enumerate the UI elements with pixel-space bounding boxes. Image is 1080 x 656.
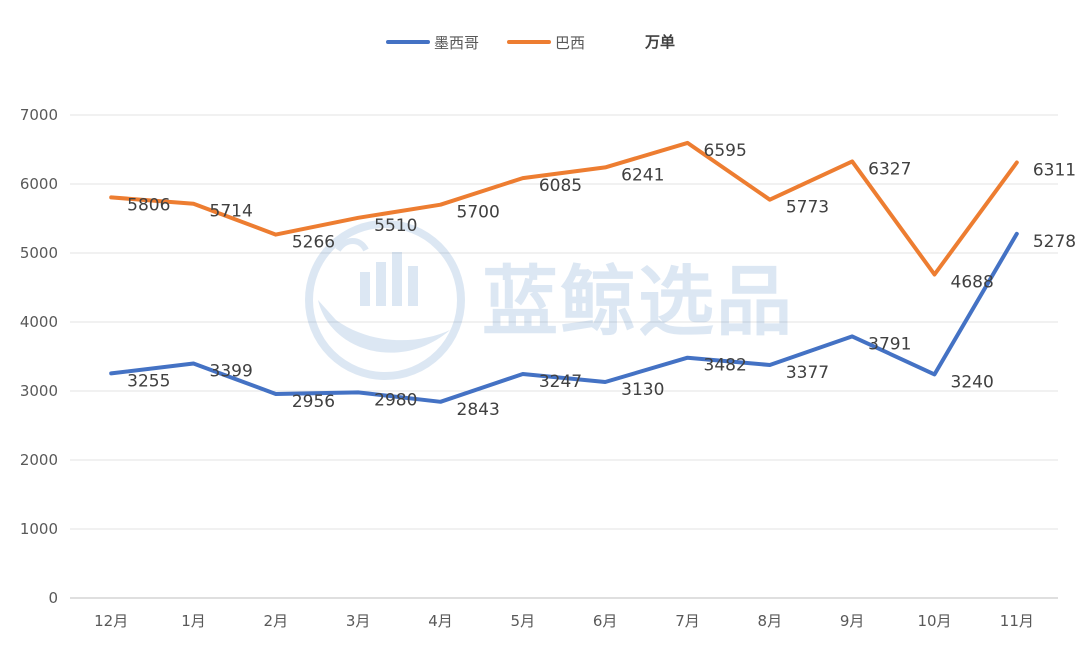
data-label: 6085 — [539, 176, 582, 196]
x-tick-label: 8月 — [758, 612, 783, 630]
x-tick-label: 4月 — [428, 612, 453, 630]
data-label: 6595 — [704, 141, 747, 161]
y-tick-label: 5000 — [20, 244, 58, 262]
data-label: 3240 — [951, 372, 994, 392]
data-label: 2843 — [457, 400, 500, 420]
data-label: 2956 — [292, 392, 335, 412]
y-tick-label: 4000 — [20, 313, 58, 331]
data-label: 3377 — [786, 363, 829, 383]
y-tick-label: 1000 — [20, 520, 58, 538]
data-label: 2980 — [374, 390, 417, 410]
series-line-1 — [109, 140, 1019, 277]
data-label: 5700 — [457, 203, 500, 223]
data-label: 3255 — [127, 371, 170, 391]
data-label: 3130 — [621, 380, 664, 400]
data-label: 3247 — [539, 372, 582, 392]
legend-entry: 巴西 — [555, 34, 585, 52]
x-tick-label: 11月 — [1000, 612, 1034, 630]
x-tick-label: 6月 — [593, 612, 618, 630]
data-label: 5510 — [374, 216, 417, 236]
watermark: 蓝鲸选品 — [305, 220, 794, 380]
watermark-text: 蓝鲸选品 — [482, 257, 794, 346]
data-label: 6327 — [868, 159, 911, 179]
x-tick-label: 9月 — [840, 612, 865, 630]
x-tick-label: 7月 — [675, 612, 700, 630]
data-labels: 3255 3399 2956 2980 2843 3247 3130 3482 3377 3791… — [127, 141, 1076, 420]
x-tick-label: 10月 — [917, 612, 951, 630]
data-label: 5773 — [786, 198, 829, 218]
unit-label: 万单 — [644, 33, 675, 51]
whale-logo-icon — [305, 220, 465, 380]
series-line-0 — [109, 231, 1019, 404]
data-label: 3399 — [210, 361, 253, 381]
x-tick-label: 5月 — [511, 612, 536, 630]
data-label: 6241 — [621, 165, 664, 185]
y-tick-label: 3000 — [20, 382, 58, 400]
axes: 0 1000 2000 3000 4000 5000 6000 7000 12月 1月 2月 3月 4月… — [20, 106, 1034, 630]
data-label: 4688 — [951, 273, 994, 293]
data-label: 6311 — [1033, 161, 1076, 181]
x-tick-label: 2月 — [264, 612, 289, 630]
data-label: 5266 — [292, 233, 335, 253]
gridlines — [70, 114, 1058, 599]
legend: 墨西哥 巴西 — [386, 34, 585, 52]
data-label: 5714 — [210, 202, 253, 222]
y-tick-label: 2000 — [20, 451, 58, 469]
y-tick-label: 7000 — [20, 106, 58, 124]
data-label: 3482 — [704, 356, 747, 376]
series-lines — [109, 140, 1019, 404]
x-tick-label: 3月 — [346, 612, 371, 630]
data-label: 5806 — [127, 195, 170, 215]
x-tick-label: 12月 — [94, 612, 128, 630]
x-tick-label: 1月 — [181, 612, 206, 630]
data-label: 3791 — [868, 334, 911, 354]
y-tick-label: 0 — [48, 589, 58, 607]
data-label: 5278 — [1033, 232, 1076, 252]
y-tick-label: 6000 — [20, 175, 58, 193]
legend-entry: 墨西哥 — [434, 34, 479, 52]
